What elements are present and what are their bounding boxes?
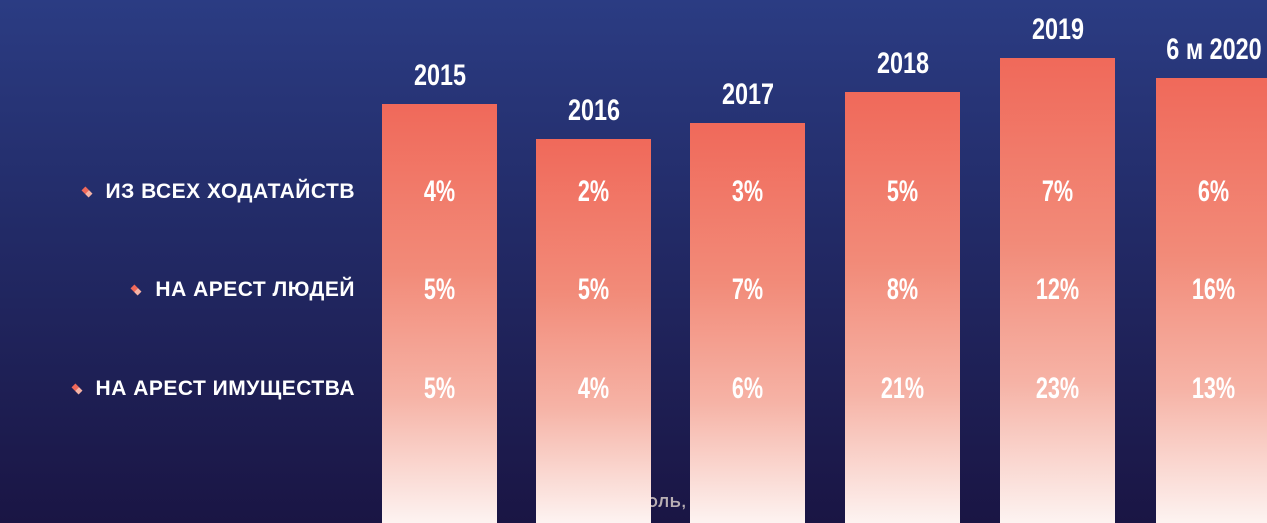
cell-value: 7% bbox=[1041, 175, 1074, 208]
row-label: ИЗ ВСЕХ ХОДАТАЙСТВ bbox=[82, 178, 355, 206]
cell-value: 23% bbox=[1035, 372, 1080, 405]
cell-value: 6% bbox=[1197, 175, 1230, 208]
column-header: 6 м 2020 bbox=[1166, 33, 1262, 66]
row-label: НА АРЕСТ ИМУЩЕСТВА bbox=[72, 375, 355, 403]
column-bar bbox=[1156, 78, 1267, 523]
cell-value: 21% bbox=[880, 372, 925, 405]
cell-value: 4% bbox=[423, 175, 456, 208]
cell-value: 5% bbox=[577, 273, 610, 306]
cell-value: 5% bbox=[886, 175, 919, 208]
cell-value: 4% bbox=[577, 372, 610, 405]
cell-value: 6% bbox=[731, 372, 764, 405]
column-bar bbox=[845, 92, 960, 523]
column-bar bbox=[1000, 58, 1115, 523]
cell-value: 3% bbox=[731, 175, 764, 208]
column-bar bbox=[536, 139, 651, 523]
column-bar bbox=[382, 104, 497, 523]
cell-value: 5% bbox=[423, 372, 456, 405]
cell-value: 7% bbox=[731, 273, 764, 306]
cell-value: 13% bbox=[1191, 372, 1236, 405]
column-header: 2018 bbox=[876, 47, 930, 80]
column-header: 2015 bbox=[413, 59, 467, 92]
row-label: НА АРЕСТ ЛЮДЕЙ bbox=[131, 276, 355, 304]
column-header: 2016 bbox=[567, 94, 621, 127]
cell-value: 2% bbox=[577, 175, 610, 208]
cell-value: 16% bbox=[1191, 273, 1236, 306]
column-bar bbox=[690, 123, 805, 523]
cell-value: 12% bbox=[1035, 273, 1080, 306]
column-header: 2017 bbox=[721, 78, 775, 111]
cell-value: 8% bbox=[886, 273, 919, 306]
column-header: 2019 bbox=[1031, 13, 1085, 46]
cell-value: 5% bbox=[423, 273, 456, 306]
